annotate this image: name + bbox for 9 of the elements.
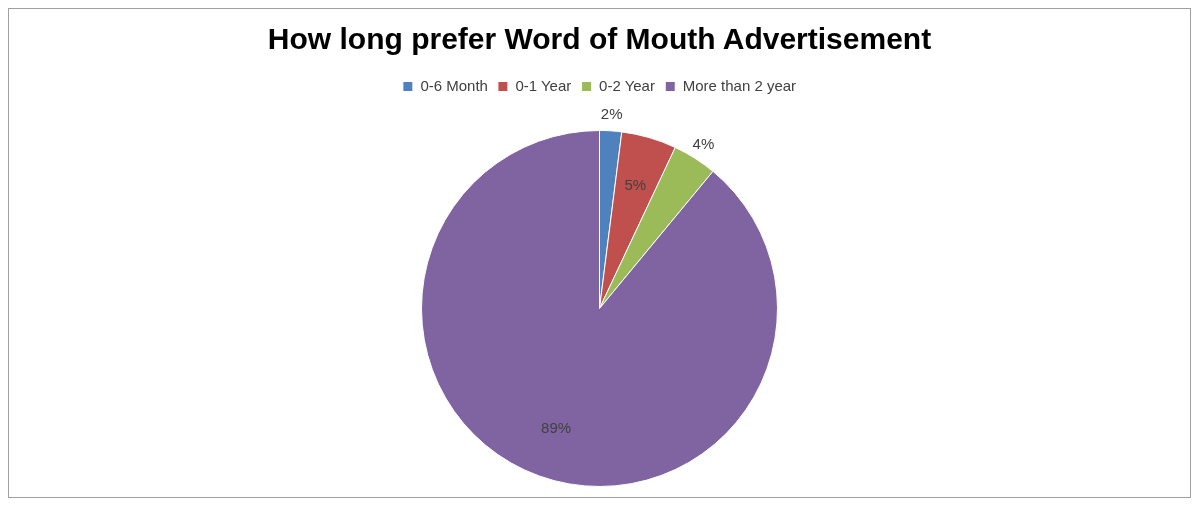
legend-label: More than 2 year [682, 76, 797, 94]
data-label: 4% [692, 134, 715, 152]
data-label: 2% [600, 105, 623, 123]
data-label: 5% [624, 175, 647, 193]
legend-label: 0-6 Month [420, 76, 488, 94]
legend-label: 0-2 Year [599, 76, 655, 94]
data-label: 89% [541, 419, 572, 437]
legend-label: 0-1 Year [515, 76, 572, 94]
chart-title: How long prefer Word of Mouth Advertisement [267, 22, 932, 56]
